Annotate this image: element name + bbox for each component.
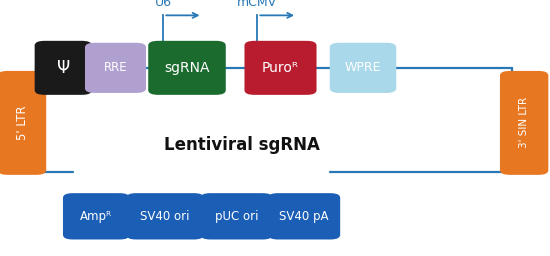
Text: sgRNA: sgRNA (164, 61, 210, 75)
Text: Puroᴿ: Puroᴿ (262, 61, 299, 75)
Text: U6: U6 (155, 0, 172, 9)
FancyBboxPatch shape (268, 193, 340, 240)
Text: WPRE: WPRE (345, 61, 381, 74)
FancyBboxPatch shape (85, 43, 146, 93)
Text: SV40 pA: SV40 pA (279, 210, 329, 223)
FancyBboxPatch shape (330, 43, 396, 93)
FancyBboxPatch shape (35, 41, 92, 95)
Text: pUC ori: pUC ori (214, 210, 258, 223)
Text: Ψ: Ψ (57, 59, 70, 77)
Text: RRE: RRE (104, 61, 127, 74)
FancyBboxPatch shape (0, 71, 46, 175)
Text: Ampᴿ: Ampᴿ (80, 210, 112, 223)
FancyBboxPatch shape (200, 193, 272, 240)
FancyBboxPatch shape (244, 41, 317, 95)
FancyBboxPatch shape (148, 41, 225, 95)
Text: Lentiviral sgRNA: Lentiviral sgRNA (164, 136, 320, 154)
Text: 3' SIN LTR: 3' SIN LTR (519, 97, 529, 148)
FancyBboxPatch shape (500, 71, 548, 175)
FancyBboxPatch shape (63, 193, 130, 240)
Text: SV40 ori: SV40 ori (140, 210, 190, 223)
Text: mCMV: mCMV (238, 0, 277, 9)
FancyBboxPatch shape (126, 193, 204, 240)
Text: 5' LTR: 5' LTR (15, 105, 29, 140)
